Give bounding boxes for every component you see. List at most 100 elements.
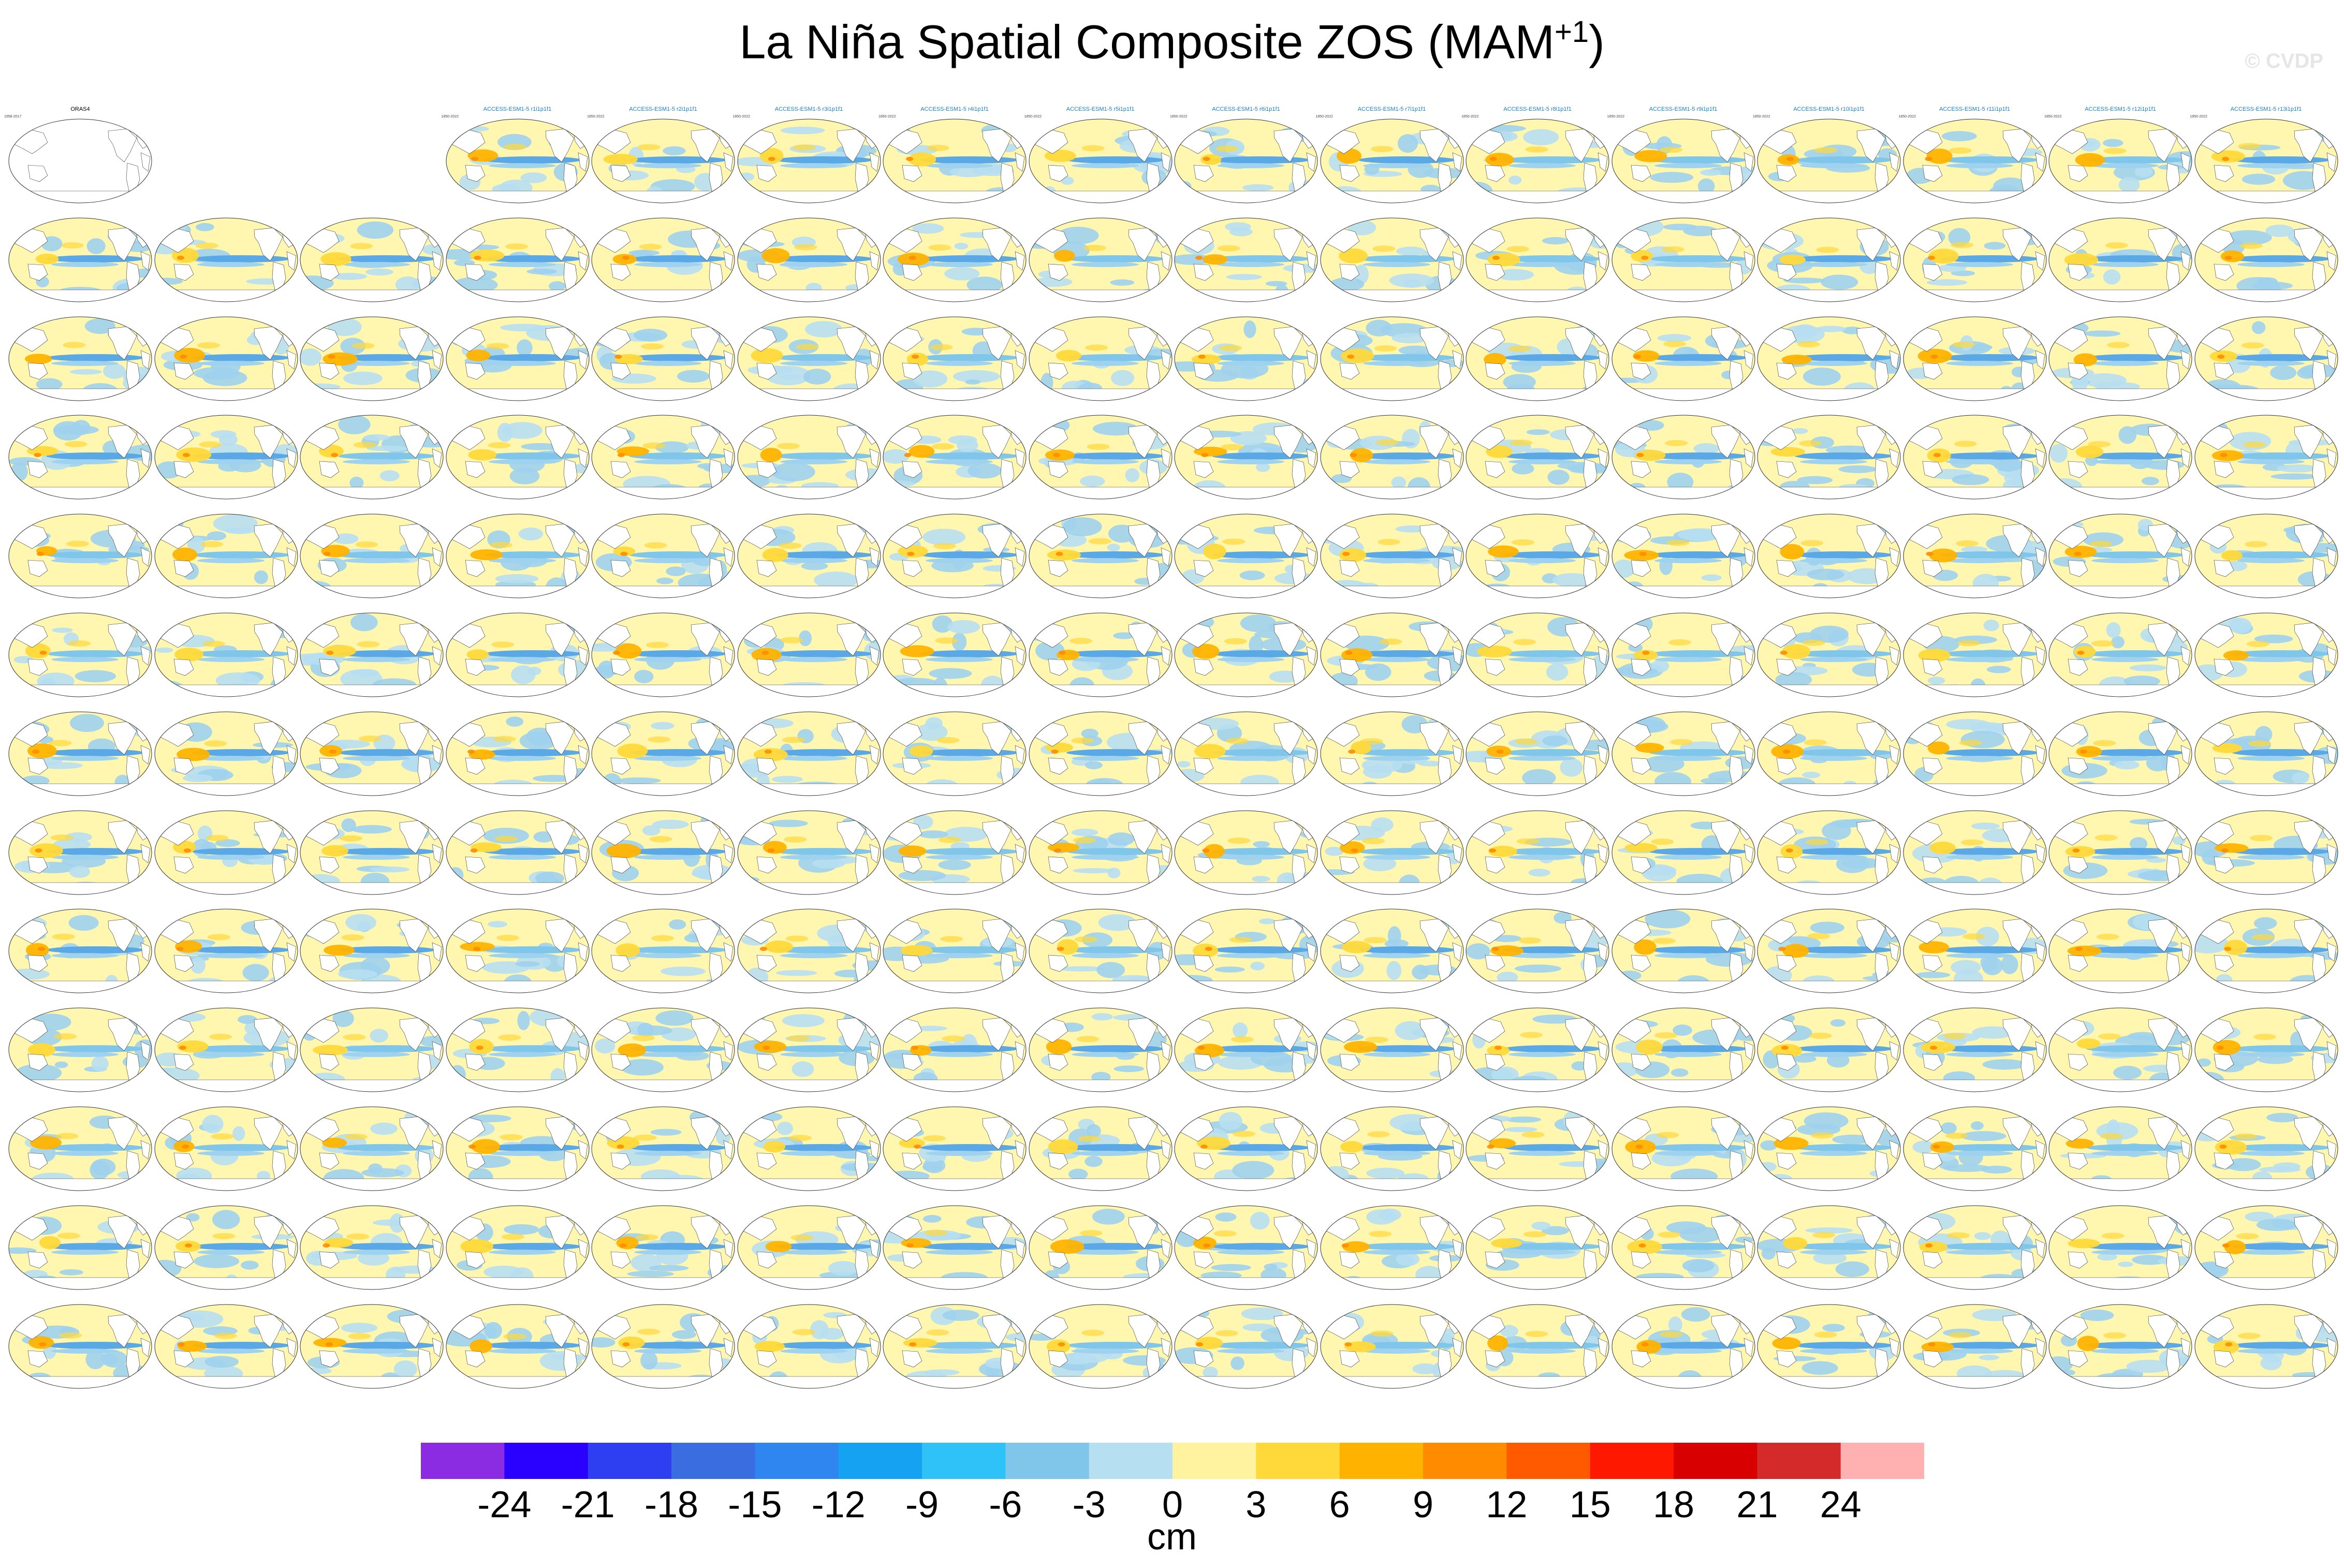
continent-outline	[610, 560, 631, 577]
continent-outline	[1183, 585, 1308, 598]
model-map-panel	[736, 699, 882, 797]
model-map-panel	[2047, 205, 2193, 303]
offequator-anomaly	[1814, 147, 1838, 154]
model-map-panel	[2193, 304, 2339, 402]
equatorial-anomaly	[1071, 657, 1139, 662]
panel-years: 1958-2017	[4, 115, 22, 119]
robinson-map	[737, 810, 881, 895]
continent-outline	[17, 388, 142, 401]
robinson-map	[1757, 316, 1901, 401]
model-map-panel	[7, 402, 153, 501]
warm-pool-anomaly	[25, 353, 52, 364]
warm-pool-anomaly	[1203, 544, 1226, 560]
model-map-panel	[1319, 402, 1465, 501]
model-map-panel	[1902, 600, 2048, 698]
model-map-panel	[1756, 1193, 1902, 1291]
robinson-map	[154, 514, 298, 598]
model-map-panel	[1173, 1292, 1319, 1390]
continent-outline	[746, 882, 871, 895]
model-map-panel	[299, 501, 445, 599]
continent-outline	[1419, 622, 1448, 656]
robinson-map	[1174, 217, 1318, 302]
offequator-anomaly	[1079, 1230, 1103, 1237]
equatorial-anomaly	[1800, 459, 1867, 465]
offequator-anomaly	[1081, 1329, 1104, 1336]
map-border	[1757, 316, 1901, 401]
continent-outline	[1048, 461, 1068, 478]
zos-anomaly-blob	[518, 527, 543, 541]
continent-outline	[1273, 622, 1303, 656]
continent-outline	[27, 560, 48, 577]
panel-title: ACCESS-ESM1-5 r10i1p1f1	[1793, 106, 1865, 112]
equatorial-anomaly	[2237, 459, 2305, 465]
continent-outline	[2326, 547, 2336, 567]
continent-outline	[1329, 882, 1454, 895]
model-map-panel	[1028, 501, 1174, 599]
robinson-map	[737, 908, 881, 993]
model-map-panel	[1028, 1292, 1174, 1390]
model-map-panel	[153, 1094, 299, 1192]
offequator-anomaly	[925, 1229, 948, 1236]
zos-anomaly-blob	[53, 421, 83, 441]
equatorial-anomaly	[634, 1249, 701, 1255]
map-border	[2194, 119, 2338, 203]
offequator-anomaly	[1811, 1132, 1834, 1139]
zos-anomaly-blob	[2242, 173, 2275, 185]
equatorial-anomaly	[1649, 946, 1748, 954]
equatorial-anomaly	[343, 459, 410, 465]
map-border	[2048, 316, 2192, 401]
robinson-map	[1029, 119, 1172, 203]
warm-pool-anomaly	[1046, 1039, 1072, 1055]
continent-outline	[746, 1178, 871, 1191]
offequator-anomaly	[1215, 1330, 1238, 1337]
watermark: © CVDP	[2245, 50, 2323, 72]
zos-anomaly-blob	[1495, 269, 1534, 281]
panel-title: ACCESS-ESM1-5 r11i1p1f1	[1939, 106, 2010, 112]
equatorial-anomaly	[780, 953, 847, 959]
robinson-map	[1320, 810, 1463, 895]
warm-pool-core	[1057, 947, 1064, 951]
robinson-map	[737, 612, 881, 697]
continent-outline	[17, 487, 142, 500]
model-map-panel	[445, 798, 591, 896]
equatorial-anomaly	[1212, 1045, 1310, 1053]
warm-pool-core	[2224, 1342, 2232, 1346]
model-map-panel	[299, 699, 445, 797]
equatorial-anomaly	[2091, 1348, 2159, 1354]
warm-pool-anomaly	[1783, 1237, 1808, 1250]
model-map-panel	[7, 798, 153, 896]
zos-anomaly-blob	[719, 1174, 735, 1191]
zos-anomaly-blob	[2229, 432, 2271, 451]
zos-anomaly-blob	[254, 570, 268, 584]
continent-outline	[2002, 227, 2031, 261]
robinson-map	[1320, 316, 1463, 401]
panel-title: ACCESS-ESM1-5 r5i1p1f1	[1066, 106, 1135, 112]
equatorial-anomaly	[780, 854, 847, 860]
continent-outline	[756, 560, 777, 577]
continent-outline	[746, 1376, 871, 1388]
continent-outline	[455, 684, 579, 697]
zos-anomaly-blob	[2001, 955, 2018, 975]
continent-outline	[309, 388, 434, 401]
equatorial-anomaly	[488, 261, 556, 267]
zos-anomaly-blob	[1531, 1221, 1551, 1230]
panel-title: ACCESS-ESM1-5 r13i1p1f1	[2230, 106, 2302, 112]
zos-anomaly-blob	[956, 438, 978, 452]
continent-outline	[1474, 783, 1600, 796]
continent-outline	[1485, 560, 1505, 577]
equatorial-anomaly	[2091, 953, 2159, 959]
model-map-panel	[299, 995, 445, 1093]
robinson-map	[8, 316, 152, 401]
robinson-map	[300, 415, 444, 500]
zos-anomaly-blob	[649, 1265, 689, 1271]
equatorial-anomaly	[2091, 558, 2159, 564]
robinson-map	[8, 1106, 152, 1191]
continent-outline	[1306, 646, 1316, 666]
offequator-anomaly	[641, 343, 664, 349]
offequator-anomaly	[346, 1233, 370, 1240]
panel-title: ACCESS-ESM1-5 r8i1p1f1	[1503, 106, 1572, 112]
offequator-anomaly	[1650, 838, 1674, 845]
warm-pool-anomaly	[1781, 354, 1812, 364]
zos-anomaly-blob	[1232, 1161, 1274, 1180]
zos-anomaly-blob	[232, 1126, 245, 1141]
